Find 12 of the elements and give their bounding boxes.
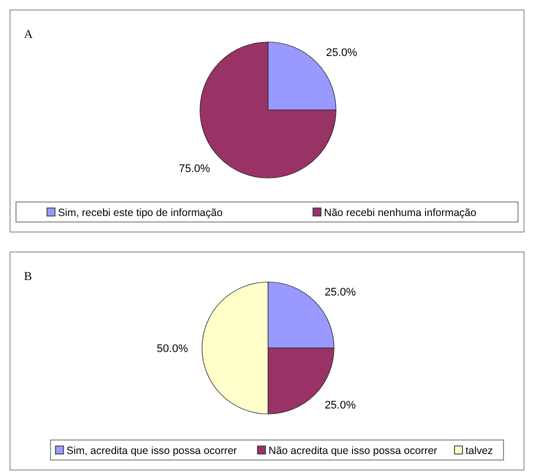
data-label: 25.0% — [324, 400, 356, 412]
legend-label: Sim, acredita que isso possa ocorrer — [66, 445, 238, 457]
legend-label: Não recebi nenhuma informação — [324, 207, 476, 219]
legend-label: Sim, recebi este tipo de informação — [58, 207, 223, 219]
data-label: 25.0% — [326, 47, 358, 60]
legend-label: talvez — [466, 445, 493, 457]
chart-title: B — [24, 269, 32, 283]
chart-title: A — [24, 27, 33, 41]
data-label: 75.0% — [178, 162, 210, 175]
data-label: 50.0% — [156, 343, 188, 355]
data-label: 25.0% — [324, 286, 356, 298]
legend-label: Não acredita que isso possa ocorrer — [268, 445, 438, 457]
